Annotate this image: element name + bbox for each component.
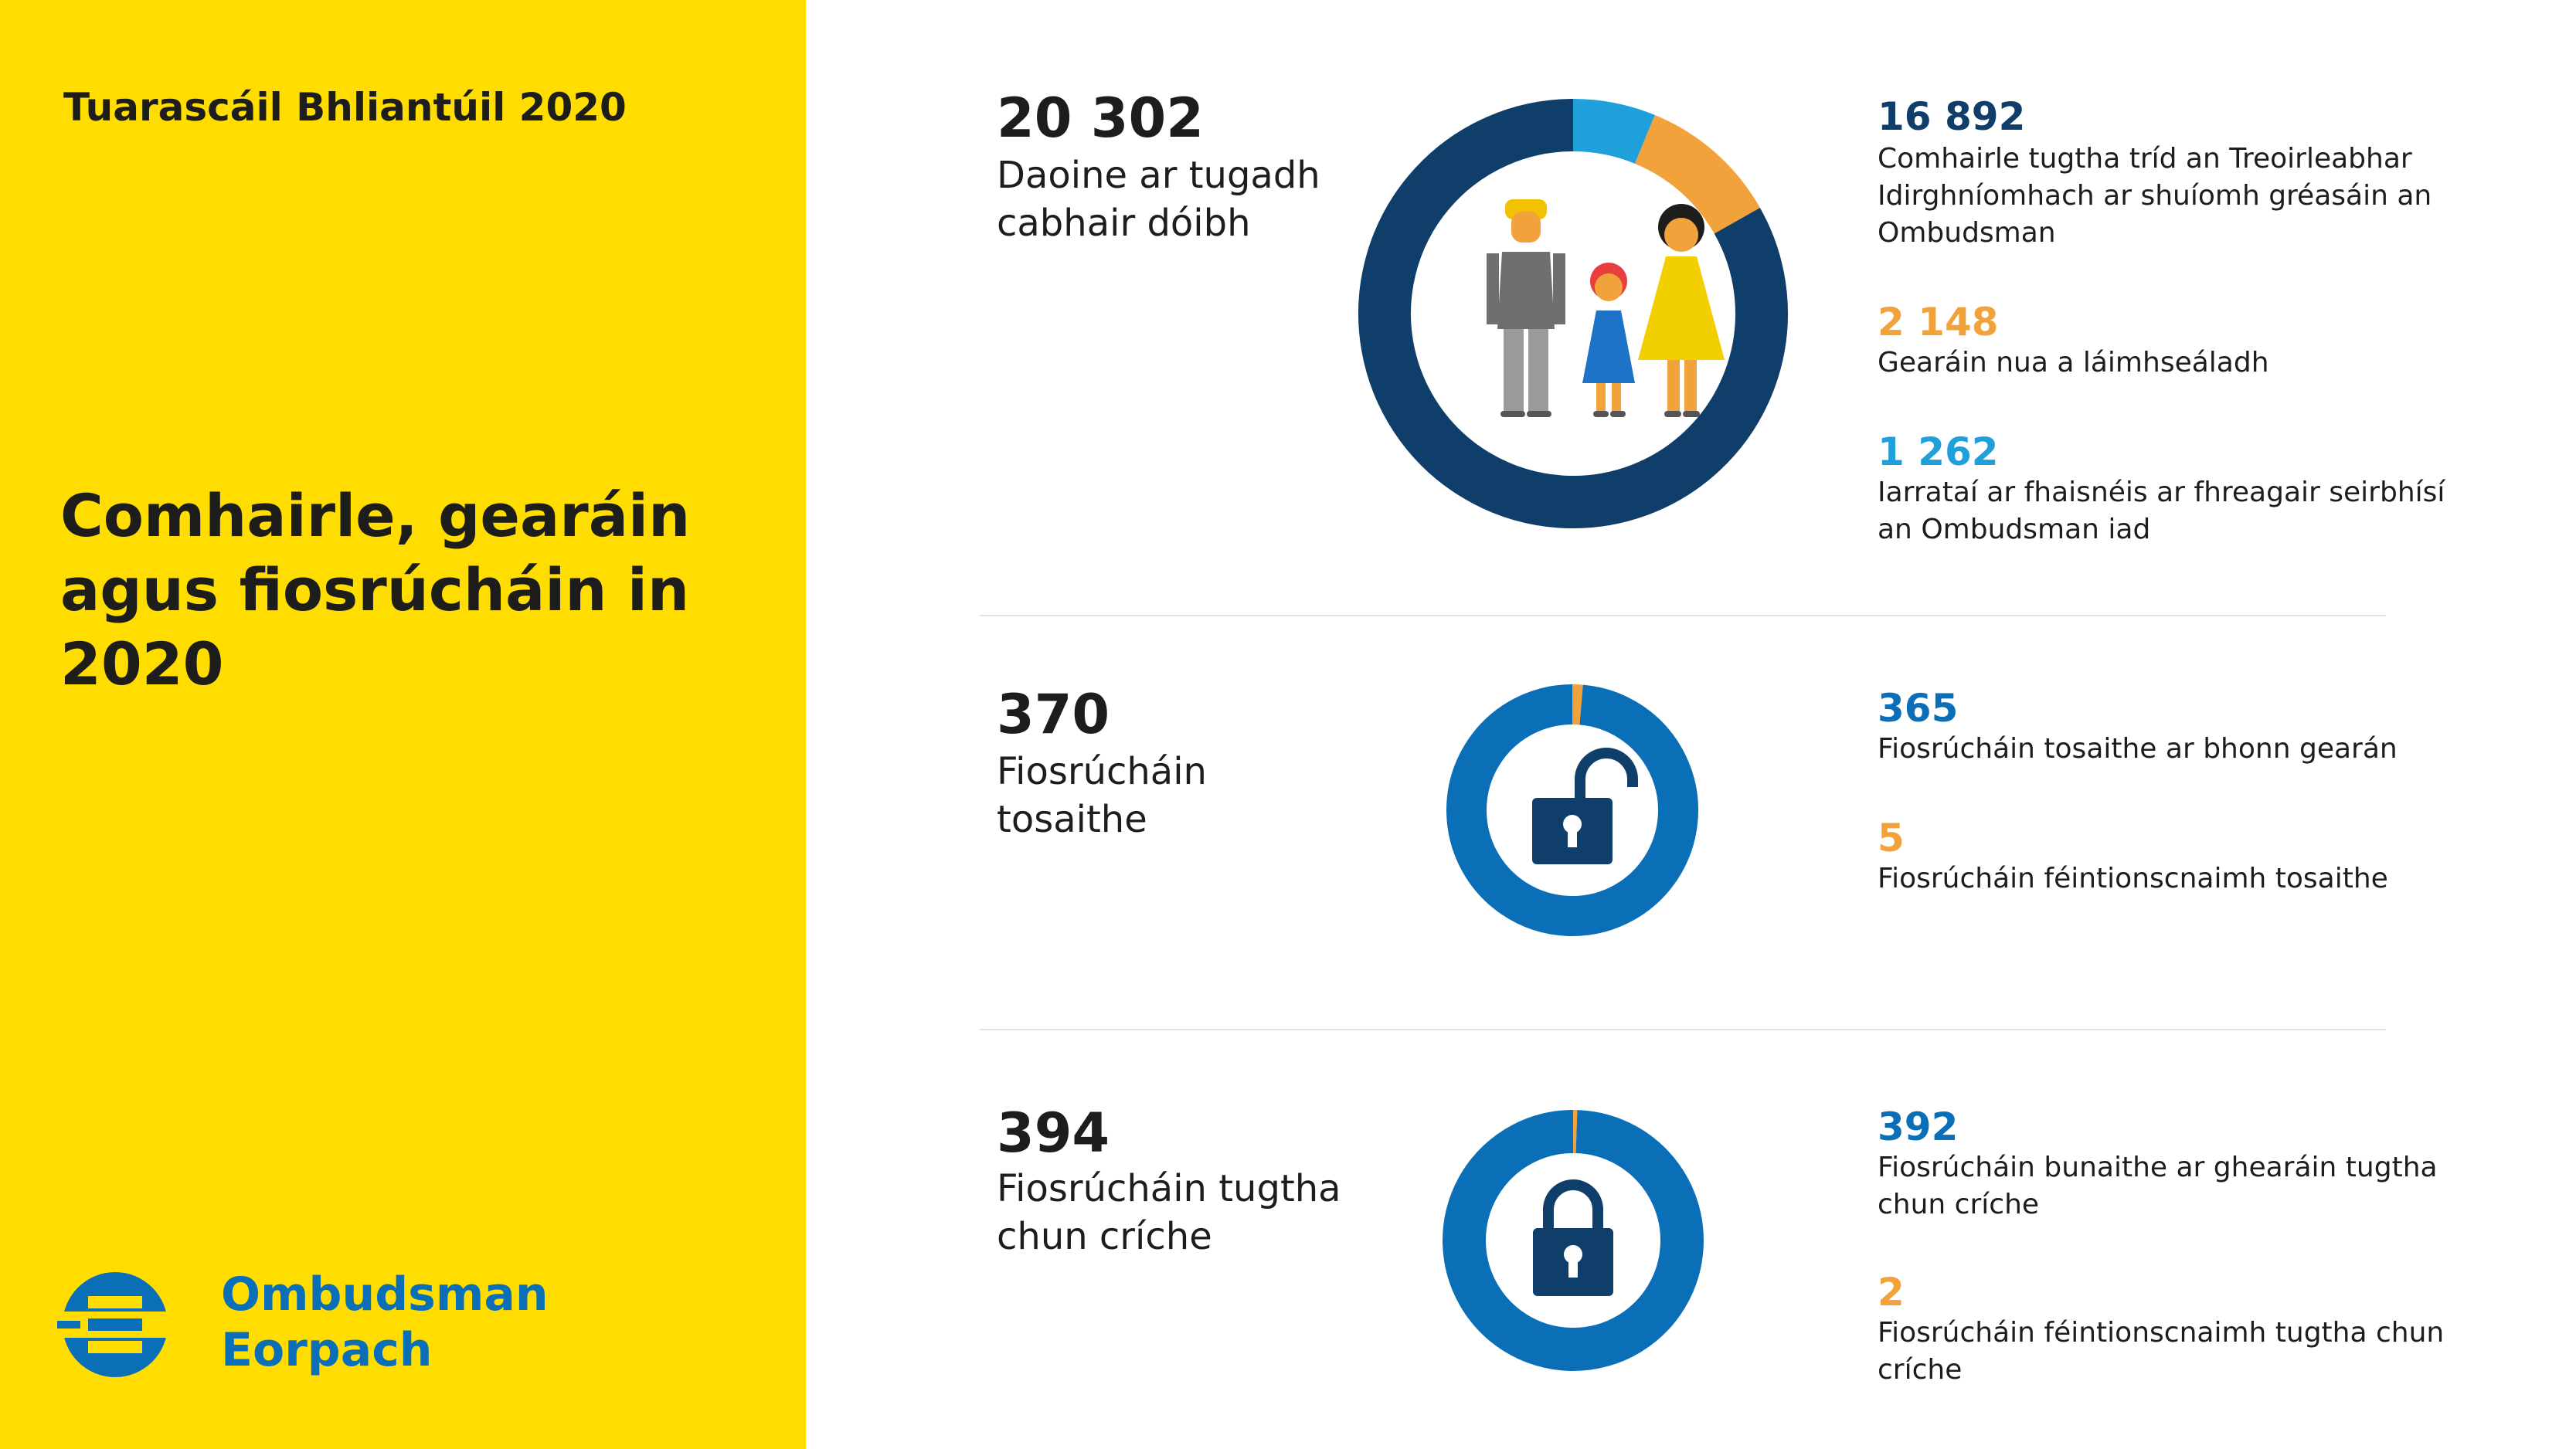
closed-padlock-icon [1533, 1179, 1613, 1296]
donut-slice-0-0 [1358, 99, 1788, 528]
divider [980, 615, 2386, 616]
complaints-label: Gearáin nua a láimhseáladh [1878, 347, 2269, 378]
total-inquiries-opened: 370 [997, 683, 1110, 746]
complaint-inquiries-opened-count: 365 [1878, 686, 1959, 731]
advice-label: Comhairle tugtha tríd an Treoirleabhar I… [1878, 143, 2432, 249]
info-requests-label: Iarrataí ar fhaisnéis ar fhreagair seirb… [1878, 477, 2445, 545]
donut-chart-people [1358, 99, 1788, 528]
sidebar-panel [0, 0, 806, 1449]
advice-count: 16 892 [1878, 94, 2026, 139]
own-initiative-closed-label: Fiosrúcháin féintionscnaimh tugtha chun … [1878, 1317, 2445, 1386]
complaint-inquiries-closed-label: Fiosrúcháin bunaithe ar ghearáin tugtha … [1878, 1152, 2438, 1220]
donut-slice-0-1 [1634, 114, 1760, 235]
euro-ombudsman-logo-icon [57, 1272, 173, 1377]
own-initiative-opened-label: Fiosrúcháin féintionscnaimh tosaithe [1878, 863, 2388, 894]
family-icon [1487, 199, 1725, 417]
complaints-count: 2 148 [1878, 300, 1999, 344]
total-inquiries-closed-label: Fiosrúcháin tugtha chun críche [997, 1167, 1341, 1258]
donut-slice-1-0 [1446, 684, 1698, 936]
donut-0-slices [1358, 99, 1788, 528]
donut-chart-closed [1443, 1110, 1704, 1371]
logo-text: Ombudsman Eorpach [221, 1267, 549, 1378]
own-initiative-closed-count: 2 [1878, 1270, 1905, 1315]
donut-slice-0-2 [1572, 99, 1655, 165]
total-people-helped: 20 302 [997, 87, 1204, 150]
donut-2-slices [1443, 1110, 1704, 1371]
logo-line1: Ombudsman [221, 1267, 549, 1322]
report-title: Tuarascáil Bhliantúil 2020 [63, 85, 627, 130]
donut-chart-opened [1446, 684, 1698, 936]
complaint-inquiries-opened-label: Fiosrúcháin tosaithe ar bhonn gearán [1878, 733, 2398, 765]
complaint-inquiries-closed-count: 392 [1878, 1105, 1959, 1149]
divider [980, 1029, 2386, 1030]
logo-line2: Eorpach [221, 1323, 433, 1377]
page-title: Comhairle, gearáin agus fiosrúcháin in 2… [60, 481, 691, 698]
info-requests-count: 1 262 [1878, 429, 1999, 474]
open-padlock-icon [1532, 748, 1638, 864]
total-inquiries-opened-label: Fiosrúcháin tosaithe [997, 750, 1207, 841]
total-people-helped-label: Daoine ar tugadh cabhair dóibh [997, 154, 1320, 245]
total-inquiries-closed: 394 [997, 1101, 1110, 1165]
own-initiative-opened-count: 5 [1878, 816, 1905, 860]
donut-slice-2-0 [1443, 1110, 1704, 1371]
donut-1-slices [1446, 684, 1698, 936]
